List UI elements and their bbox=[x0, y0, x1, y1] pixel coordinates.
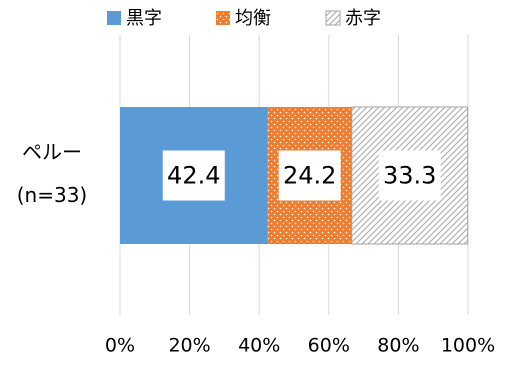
legend-swatch bbox=[107, 11, 121, 25]
value-label-box bbox=[378, 150, 441, 201]
x-tick-label: 20% bbox=[168, 335, 210, 357]
value-label: 42.4 bbox=[167, 162, 220, 190]
value-label: 24.2 bbox=[283, 162, 336, 190]
value-label-box bbox=[278, 150, 341, 201]
value-label-box bbox=[162, 150, 225, 201]
value-label: 33.3 bbox=[383, 162, 436, 190]
category-label: ペルー (n=33) bbox=[16, 140, 88, 207]
legend-label: 黒字 bbox=[126, 8, 162, 29]
legend-label: 赤字 bbox=[345, 8, 381, 29]
x-tick-label: 80% bbox=[377, 335, 419, 357]
legend-label: 均衡 bbox=[235, 8, 271, 29]
legend-swatch bbox=[325, 10, 341, 26]
x-tick-label: 60% bbox=[308, 335, 350, 357]
legend-swatch bbox=[216, 11, 230, 25]
x-tick-label: 100% bbox=[441, 335, 495, 357]
x-tick-label: 40% bbox=[238, 335, 280, 357]
x-tick-label: 0% bbox=[105, 335, 135, 357]
